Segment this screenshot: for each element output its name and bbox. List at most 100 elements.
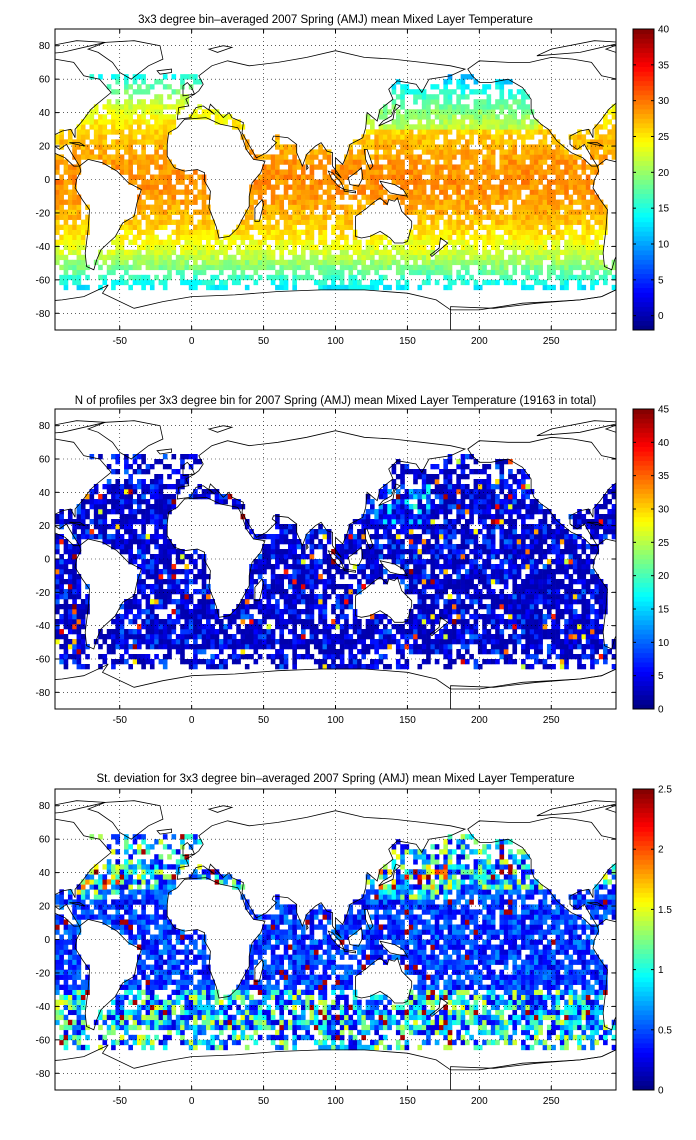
heatmap-cell xyxy=(193,169,198,175)
heatmap-cell xyxy=(197,569,203,575)
heatmap-cell xyxy=(162,639,168,645)
heatmap-cell xyxy=(361,654,367,660)
heatmap-cell xyxy=(534,219,539,225)
heatmap-cell xyxy=(184,279,190,286)
heatmap-cell xyxy=(283,524,289,530)
heatmap-cell xyxy=(288,549,293,555)
heatmap-cell xyxy=(538,219,543,225)
heatmap-cell xyxy=(508,134,513,140)
heatmap-cell xyxy=(162,179,168,185)
heatmap-cell xyxy=(417,574,423,580)
heatmap-cell xyxy=(76,259,82,266)
heatmap-cell xyxy=(551,244,556,251)
heatmap-cell xyxy=(106,159,112,165)
heatmap-cell xyxy=(452,164,457,170)
heatmap-cell xyxy=(262,594,267,600)
heatmap-cell xyxy=(128,144,133,150)
heatmap-cell xyxy=(585,164,591,170)
heatmap-cell xyxy=(404,469,410,475)
heatmap-cell xyxy=(603,134,608,140)
heatmap-cell xyxy=(67,264,73,271)
heatmap-cell xyxy=(447,199,453,205)
heatmap-cell xyxy=(253,189,259,195)
heatmap-cell xyxy=(158,124,164,130)
heatmap-cell xyxy=(253,569,259,575)
heatmap-cell xyxy=(443,264,448,271)
heatmap-cell xyxy=(136,639,142,645)
heatmap-cell xyxy=(361,519,367,525)
heatmap-cell xyxy=(59,594,64,600)
heatmap-cell xyxy=(188,554,194,560)
heatmap-cell xyxy=(244,614,250,620)
heatmap-cell xyxy=(98,114,103,120)
heatmap-cell xyxy=(201,639,207,645)
heatmap-cell xyxy=(128,154,133,160)
heatmap-cell xyxy=(464,129,470,135)
heatmap-cell xyxy=(542,184,548,190)
heatmap-cell xyxy=(227,614,233,620)
heatmap-cell xyxy=(482,214,487,220)
heatmap-cell xyxy=(171,204,177,210)
heatmap-cell xyxy=(490,234,496,240)
heatmap-cell xyxy=(93,534,99,540)
heatmap-cell xyxy=(93,524,99,530)
heatmap-cell xyxy=(283,534,289,540)
heatmap-cell xyxy=(115,104,121,110)
heatmap-cell xyxy=(460,174,466,180)
heatmap-cell xyxy=(426,169,431,175)
heatmap-cell xyxy=(85,274,90,281)
heatmap-cell xyxy=(426,239,431,246)
heatmap-cell xyxy=(171,89,177,95)
heatmap-cell xyxy=(339,604,345,610)
heatmap-cell xyxy=(417,239,423,246)
heatmap-cell xyxy=(132,659,138,665)
heatmap-cell xyxy=(59,159,64,165)
heatmap-cell xyxy=(421,639,427,645)
heatmap-cell xyxy=(426,254,431,261)
heatmap-cell xyxy=(167,539,172,545)
heatmap-cell xyxy=(408,159,414,165)
heatmap-cell xyxy=(59,279,64,286)
heatmap-cell xyxy=(464,84,470,90)
heatmap-cell xyxy=(421,484,427,490)
heatmap-cell xyxy=(141,74,146,80)
heatmap-cell xyxy=(158,504,164,510)
heatmap-cell xyxy=(149,504,155,510)
y-tick-label: 20 xyxy=(39,142,51,153)
heatmap-cell xyxy=(344,159,349,165)
heatmap-cell xyxy=(426,509,431,515)
heatmap-cell xyxy=(430,204,436,210)
heatmap-cell xyxy=(357,579,362,585)
heatmap-cell xyxy=(607,119,612,125)
heatmap-cell xyxy=(283,549,289,555)
heatmap-cell xyxy=(499,169,505,175)
heatmap-cell xyxy=(611,144,616,150)
heatmap-cell xyxy=(175,569,181,575)
heatmap-cell xyxy=(249,204,254,210)
heatmap-cell xyxy=(490,199,496,205)
heatmap-cell xyxy=(55,229,60,235)
heatmap-cell xyxy=(598,159,604,165)
heatmap-cell xyxy=(119,514,125,520)
heatmap-cell xyxy=(210,624,215,630)
heatmap-cell xyxy=(447,249,453,256)
heatmap-cell xyxy=(67,244,73,251)
heatmap-cell xyxy=(67,569,73,575)
heatmap-cell xyxy=(85,594,90,600)
heatmap-cell xyxy=(348,209,354,215)
heatmap-cell xyxy=(439,119,444,125)
heatmap-cell xyxy=(313,249,319,256)
heatmap-cell xyxy=(581,284,587,291)
heatmap-cell xyxy=(421,269,427,276)
heatmap-cell xyxy=(171,624,177,630)
heatmap-cell xyxy=(72,619,77,625)
heatmap-cell xyxy=(400,624,405,630)
heatmap-cell xyxy=(76,124,82,130)
heatmap-cell xyxy=(413,639,418,645)
heatmap-cell xyxy=(546,229,552,235)
heatmap-cell xyxy=(283,144,289,150)
heatmap-cell xyxy=(413,569,418,575)
heatmap-cell xyxy=(391,539,397,545)
heatmap-cell xyxy=(400,654,405,660)
heatmap-cell xyxy=(318,164,323,170)
